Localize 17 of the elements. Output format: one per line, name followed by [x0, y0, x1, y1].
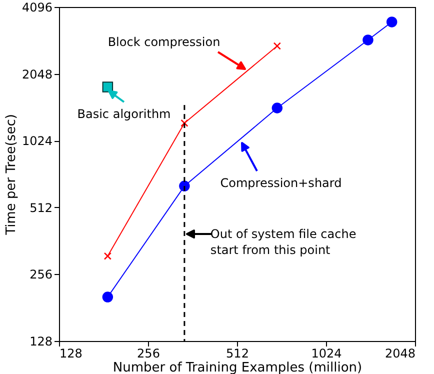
- y-axis-title: Time per Tree(sec): [4, 114, 19, 236]
- x-tick-label: 1024: [311, 346, 342, 360]
- y-tick-label: 2048: [22, 67, 52, 82]
- y-tick-label: 128: [30, 334, 52, 348]
- legend-label: Basic algorithm: [77, 107, 171, 121]
- x-tick-label: 128: [60, 346, 82, 360]
- x-tick-label: 512: [226, 346, 249, 360]
- x-axis-title: Number of Training Examples (million): [112, 360, 362, 374]
- ref-line-label: Out of system file cache start from this point: [210, 227, 356, 257]
- y-tick-label: 512: [30, 200, 52, 215]
- x-tick-label: 2048: [384, 346, 416, 360]
- legend-label: Compression+shard: [220, 176, 342, 190]
- x-tick-label: 256: [137, 346, 160, 360]
- text: Block compression: [108, 35, 220, 49]
- y-tick-label: 1024: [22, 134, 52, 148]
- y-tick-label: 4096: [22, 0, 52, 14]
- y-tick-label: 256: [30, 268, 52, 282]
